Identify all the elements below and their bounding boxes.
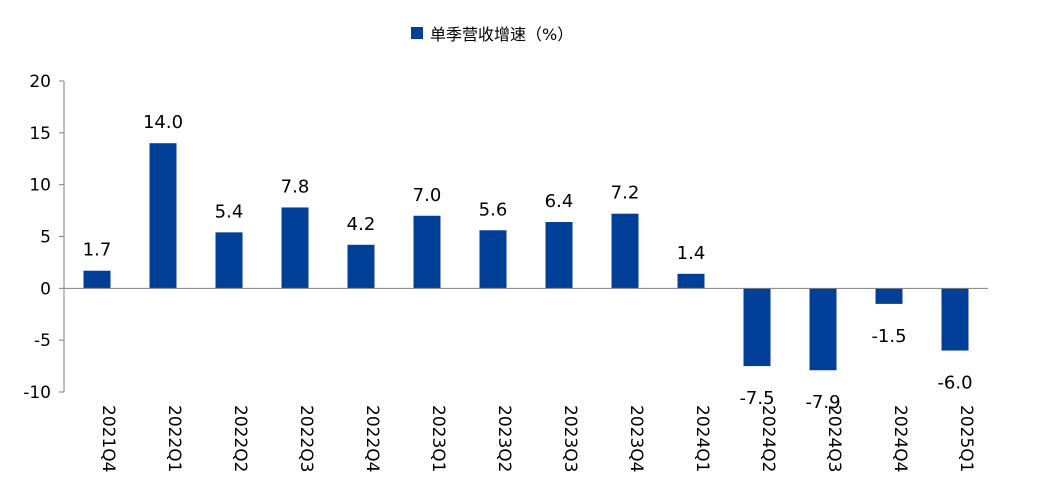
x-tick-label: 2024Q3: [824, 405, 844, 472]
x-tick-label: 2022Q2: [230, 405, 250, 472]
x-tick-label: 2021Q4: [98, 405, 118, 472]
x-axis: 2021Q4 2022Q1 2022Q2 2022Q3 2022Q4 2023Q1 2023…: [64, 287, 988, 472]
x-tick-label: 2024Q2: [758, 405, 778, 472]
bar: [83, 270, 111, 289]
x-tick-label: 2024Q1: [692, 405, 712, 472]
bar: [809, 288, 837, 371]
bar: [479, 230, 507, 289]
data-label: -7.9: [805, 392, 840, 413]
bar: [149, 143, 177, 289]
legend: 单季营收增速（%）: [411, 25, 573, 44]
y-tick-label: 15: [29, 124, 51, 144]
data-label: 14.0: [143, 112, 183, 133]
legend-label: 单季营收增速（%）: [430, 25, 573, 44]
legend-swatch: [411, 27, 423, 39]
y-tick-label: -10: [23, 383, 51, 403]
x-tick-label: 2022Q1: [164, 405, 184, 472]
bar: [545, 221, 573, 289]
x-tick-label: 2023Q4: [626, 405, 646, 472]
x-tick-label: 2022Q4: [362, 405, 382, 472]
y-tick-label: 10: [29, 176, 51, 196]
bar: [413, 215, 441, 289]
data-label: 7.0: [413, 185, 442, 206]
x-tick-label: 2023Q3: [560, 405, 580, 472]
data-labels: 1.7 14.0 5.4 7.8 4.2 7.0 5.6 6.4 7.2 1.4 -7.5 -7.9 -…: [83, 112, 973, 413]
x-tick-label: 2023Q1: [428, 405, 448, 472]
data-label: 5.6: [479, 199, 508, 220]
y-tick-label: -5: [34, 331, 51, 351]
y-tick-label: 5: [40, 228, 51, 248]
x-tick-label: 2023Q2: [494, 405, 514, 472]
bar: [941, 288, 969, 351]
data-label: 5.4: [215, 201, 244, 222]
data-label: 7.8: [281, 176, 310, 197]
data-label: 7.2: [611, 183, 640, 204]
x-tick-label: 2024Q4: [890, 405, 910, 472]
bar: [611, 213, 639, 289]
y-tick-label: 20: [29, 72, 51, 92]
bar: [215, 232, 243, 289]
x-tick-label: 2022Q3: [296, 405, 316, 472]
y-tick-label: 0: [40, 279, 51, 299]
data-label: 1.4: [677, 243, 706, 264]
bar: [677, 273, 705, 289]
data-label: 4.2: [347, 214, 376, 235]
bar: [743, 288, 771, 367]
y-axis: 20 15 10 5 0 -5 -10: [23, 72, 65, 403]
data-label: 1.7: [83, 240, 112, 261]
bars: [83, 143, 969, 371]
bar: [281, 207, 309, 289]
data-label: 6.4: [545, 191, 574, 212]
data-label: -6.0: [937, 373, 972, 394]
bar: [347, 244, 375, 289]
data-label: -1.5: [871, 326, 906, 347]
data-label: -7.5: [739, 388, 774, 409]
bar: [875, 288, 903, 304]
x-tick-label: 2025Q1: [956, 405, 976, 472]
